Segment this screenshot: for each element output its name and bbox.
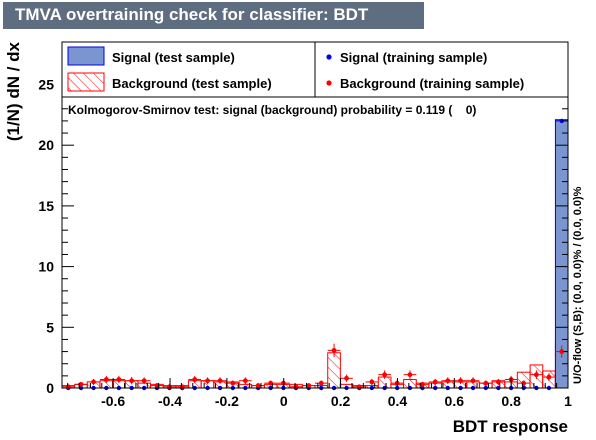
x-tick-label: 1 — [564, 393, 572, 409]
x-tick-label: 0.2 — [331, 393, 351, 409]
background-training-point — [242, 378, 248, 384]
background-test-bar — [327, 352, 341, 388]
x-tick-label: 0.4 — [388, 393, 408, 409]
legend-signal-training-label: Signal (training sample) — [340, 50, 487, 65]
background-training-point — [458, 378, 463, 384]
background-training-point — [432, 379, 438, 385]
background-training-point — [470, 378, 476, 384]
background-training-point — [255, 383, 261, 388]
background-training-point — [91, 379, 96, 385]
background-training-point — [103, 377, 109, 382]
x-tick-label: -0.2 — [215, 393, 239, 409]
background-training-point — [116, 377, 122, 382]
x-tick-label: 0.6 — [445, 393, 465, 409]
background-training-point — [369, 379, 375, 385]
legend-background-test-swatch — [67, 72, 105, 92]
y-tick-label: 15 — [38, 198, 54, 214]
y-tick-label: 20 — [38, 137, 54, 153]
y-tick-label: 0 — [46, 380, 54, 396]
background-training-point — [129, 378, 135, 384]
legend-signal-test-swatch — [67, 46, 105, 66]
overflow-label: U/O-flow (S,B): (0.0, 0.0)% / (0.0, 0.0)… — [572, 186, 584, 384]
background-training-point — [268, 380, 274, 386]
background-training-point — [559, 349, 565, 354]
background-training-point — [318, 380, 324, 386]
x-axis-label: BDT response — [453, 417, 568, 436]
background-training-point — [230, 380, 236, 386]
legend-signal-training-marker — [326, 54, 332, 60]
background-training-point — [483, 380, 489, 386]
y-tick-label: 10 — [38, 259, 54, 275]
background-training-point — [534, 372, 539, 378]
background-training-point — [154, 383, 160, 388]
background-training-point — [382, 372, 388, 378]
signal-training-point — [559, 118, 564, 124]
background-training-point — [546, 374, 552, 380]
legend-background-training-marker — [326, 80, 332, 86]
background-training-point — [407, 372, 413, 378]
background-training-point — [445, 378, 451, 384]
title-bar: TMVA overtraining check for classifier: … — [3, 2, 424, 29]
legend-signal-test-label: Signal (test sample) — [112, 50, 235, 65]
y-tick-label: 25 — [38, 76, 54, 92]
x-tick-label: 0.8 — [501, 393, 521, 409]
background-training-point — [141, 378, 147, 384]
background-training-point — [344, 375, 349, 381]
window-title: TMVA overtraining check for classifier: … — [15, 5, 369, 24]
legend: Signal (test sample) Signal (training sam… — [61, 41, 569, 98]
legend-background-training-label: Background (training sample) — [340, 76, 524, 91]
background-training-point — [192, 377, 198, 382]
background-training-point — [205, 378, 210, 384]
legend-background-test-label: Background (test sample) — [112, 76, 272, 91]
background-training-point — [217, 378, 223, 384]
x-tick-label: -0.4 — [158, 393, 182, 409]
x-tick-label: -0.6 — [101, 393, 125, 409]
background-training-point — [420, 381, 425, 387]
background-training-point — [521, 380, 527, 386]
x-tick-label: 0 — [280, 393, 288, 409]
background-training-point — [306, 383, 312, 388]
ks-test-annotation: Kolmogorov-Smirnov test: signal (backgro… — [68, 103, 476, 117]
background-training-point — [78, 381, 84, 387]
y-tick-label: 5 — [46, 319, 54, 335]
y-axis-label: (1/N) dN / dx — [4, 41, 23, 141]
background-training-point — [331, 347, 337, 353]
